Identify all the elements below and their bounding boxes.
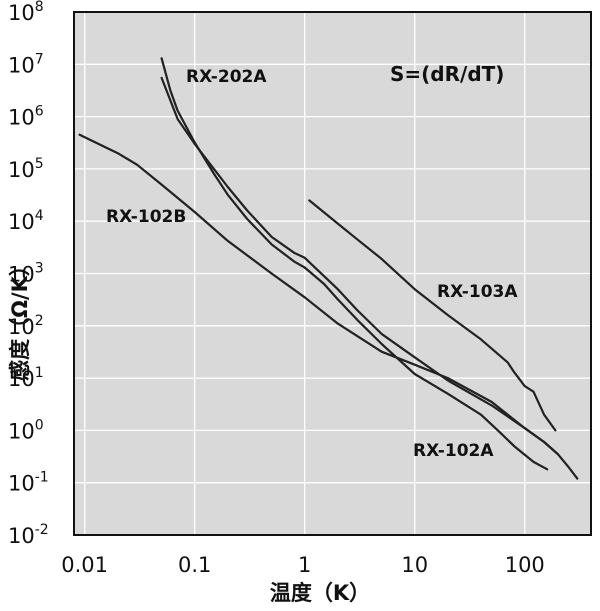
series-lines <box>78 57 579 480</box>
x-tick-label: 100 <box>505 553 545 577</box>
y-tick-label: 10-2 <box>8 522 49 548</box>
y-tick-label: 104 <box>8 208 44 234</box>
sensitivity-formula-annotation: S=(dR/dT) <box>390 62 504 86</box>
y-tick-label: 10-1 <box>8 470 49 496</box>
x-tick-label: 0.01 <box>61 553 108 577</box>
series-label-rx-102b: RX-102B <box>106 207 186 227</box>
y-tick-label: 103 <box>8 261 44 287</box>
plot-frame-layer <box>73 11 592 536</box>
y-tick-label: 108 <box>8 0 44 25</box>
series-label-rx-202a: RX-202A <box>186 67 267 87</box>
y-tick-label: 106 <box>8 104 44 130</box>
plot-frame <box>73 11 592 536</box>
grid <box>74 11 591 536</box>
series-line-rx-103a <box>308 199 557 432</box>
y-tick-label: 101 <box>8 365 44 391</box>
series-label-rx-102a: RX-102A <box>413 441 494 461</box>
y-tick-label: 100 <box>8 417 44 443</box>
x-axis-title: 温度（K） <box>270 581 370 605</box>
x-tick-label: 0.1 <box>178 553 211 577</box>
x-tick-label: 10 <box>401 553 428 577</box>
y-tick-label: 102 <box>8 313 44 339</box>
y-axis-ticks: 108 107 106 105 104 103 102 101 100 10-1 10-2 <box>8 0 49 548</box>
x-tick-label: 1 <box>298 553 311 577</box>
x-axis-ticks: 0.01 0.1 1 10 100 <box>61 553 545 577</box>
y-axis-title: 感度（Ω/K） <box>8 255 32 381</box>
y-tick-label: 105 <box>8 156 44 182</box>
y-tick-label: 107 <box>8 51 44 77</box>
series-line-rx-102b <box>78 133 559 456</box>
series-label-rx-103a: RX-103A <box>437 282 518 302</box>
